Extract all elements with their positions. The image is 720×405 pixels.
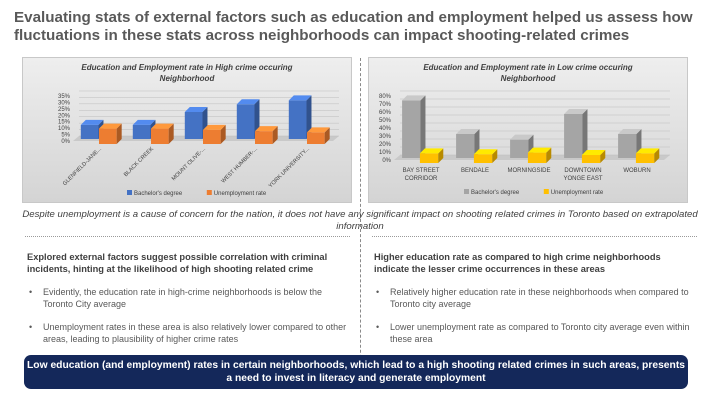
chart-title: Education and Employment rate in High cr… <box>81 63 292 72</box>
slide-title: Evaluating stats of external factors suc… <box>14 9 693 44</box>
bar-0-series-0 <box>402 95 426 158</box>
x-category-label: YORK UNIVERSITY... <box>268 146 311 189</box>
left-bullets: Evidently, the education rate in high-cr… <box>27 287 352 357</box>
right-bullet: Relatively higher education rate in thes… <box>374 287 699 310</box>
insight-note: Despite unemployment is a cause of conce… <box>22 209 698 232</box>
right-separator <box>372 236 697 237</box>
bar-3-series-0 <box>564 109 588 158</box>
x-category-label: BAY STREET <box>403 168 440 174</box>
bar-3-series-1 <box>581 150 606 163</box>
chart-title: Education and Employment rate in Low cri… <box>423 63 632 72</box>
legend-label: Bachelor's degree <box>134 191 183 197</box>
chart-low-crime: Education and Employment rate in Low cri… <box>368 57 688 203</box>
x-category-label: MORNINGSIDE <box>507 168 550 174</box>
left-bullet: Evidently, the education rate in high-cr… <box>27 287 352 310</box>
y-tick-label: 35% <box>58 94 71 100</box>
bar-1-series-1 <box>151 123 174 144</box>
y-tick-label: 50% <box>379 118 392 124</box>
chart-title: Neighborhood <box>160 74 216 83</box>
y-tick-label: 80% <box>379 94 392 100</box>
y-tick-label: 20% <box>58 113 71 119</box>
bar-4-series-1 <box>307 127 330 144</box>
legend-swatch <box>464 189 469 194</box>
legend-label: Unemployment rate <box>214 191 267 197</box>
y-tick-label: 30% <box>379 134 392 140</box>
y-tick-label: 20% <box>379 142 392 148</box>
conclusion-banner: Low education (and employment) rates in … <box>24 355 688 389</box>
legend-swatch <box>543 189 549 194</box>
x-category-label: YONGE EAST <box>563 176 602 182</box>
bar-4-series-1 <box>635 148 660 163</box>
bar-0-series-1 <box>99 123 122 144</box>
x-category-label: DOWNTOWN <box>564 168 601 174</box>
left-separator <box>25 236 350 237</box>
legend-swatch <box>127 190 132 195</box>
x-category-label: WEST HUMBER-... <box>221 146 260 185</box>
y-tick-label: 25% <box>58 107 71 113</box>
bar-4-series-0 <box>618 129 642 158</box>
chart-high-crime-svg: Education and Employment rate in High cr… <box>58 63 339 197</box>
x-category-label: MOUNT OLIVE-... <box>171 146 207 182</box>
y-tick-label: 10% <box>58 126 71 132</box>
chart-title: Neighborhood <box>501 74 557 83</box>
right-bullet: Lower unemployment rate as compared to T… <box>374 322 699 345</box>
y-tick-label: 5% <box>61 133 70 139</box>
right-heading: Higher education rate as compared to hig… <box>374 252 661 274</box>
left-heading: Explored external factors suggest possib… <box>27 252 328 274</box>
x-category-label: WOBURN <box>623 168 650 174</box>
x-category-label: GLENFIELD-JANE... <box>62 146 103 187</box>
y-tick-label: 10% <box>379 150 392 156</box>
y-tick-label: 0% <box>61 139 70 145</box>
x-category-label: BENDALE <box>461 168 489 174</box>
legend-label: Bachelor's degree <box>471 190 520 196</box>
y-tick-label: 40% <box>379 126 392 132</box>
bar-0-series-1 <box>419 148 444 163</box>
chart-high-crime: Education and Employment rate in High cr… <box>22 57 352 203</box>
right-bullets: Relatively higher education rate in thes… <box>374 287 699 357</box>
y-tick-label: 0% <box>382 158 391 164</box>
legend-label: Unemployment rate <box>551 190 604 196</box>
legend-swatch <box>206 190 212 195</box>
left-bullet: Unemployment rates in these area is also… <box>27 322 352 345</box>
x-category-label: CORRIDOR <box>405 176 438 182</box>
bar-4-series-0 <box>288 95 312 139</box>
y-tick-label: 60% <box>379 110 392 116</box>
x-category-label: BLACK CREEK <box>123 146 155 178</box>
bar-1-series-0 <box>456 129 480 158</box>
bar-2-series-1 <box>527 147 552 163</box>
chart-low-crime-svg: Education and Employment rate in Low cri… <box>379 63 670 196</box>
bar-1-series-1 <box>473 149 498 163</box>
y-tick-label: 15% <box>58 120 71 126</box>
bar-2-series-1 <box>203 124 226 144</box>
column-divider <box>360 58 361 388</box>
y-tick-label: 30% <box>58 100 71 106</box>
bar-3-series-1 <box>255 126 278 144</box>
y-tick-label: 70% <box>379 102 392 108</box>
